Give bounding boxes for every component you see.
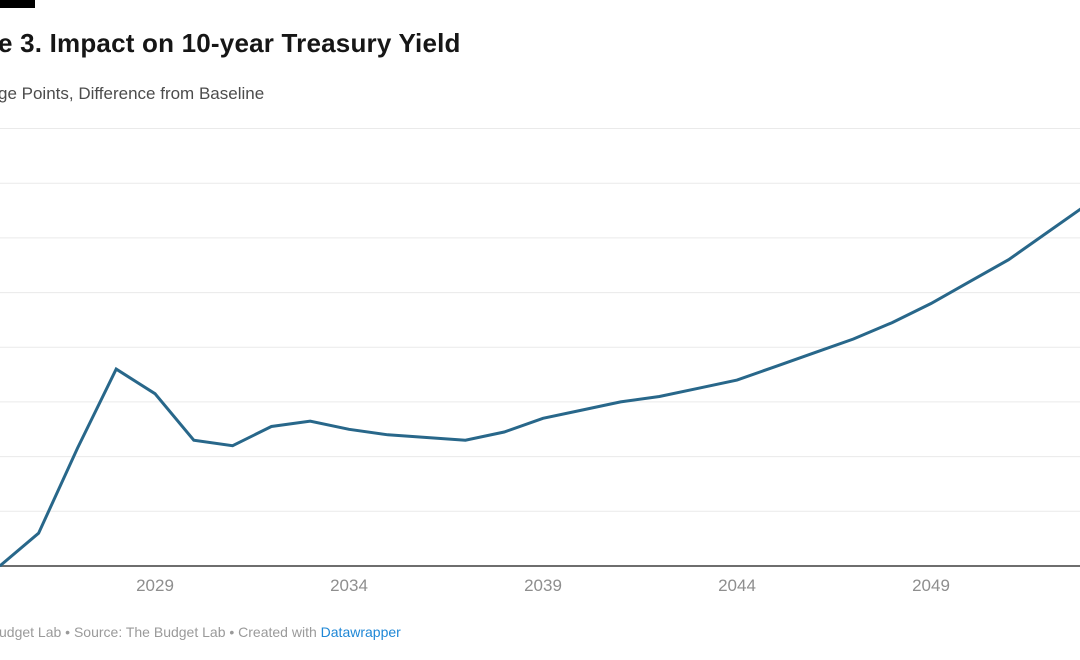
x-axis-tick-labels: 2029 2034 2039 2044 2049 — [136, 576, 950, 595]
cropped-black-bar — [0, 0, 35, 8]
chart-subtitle: ge Points, Difference from Baseline — [0, 84, 265, 103]
attribution-text: udget Lab • Source: The Budget Lab • Cre… — [0, 624, 321, 640]
x-tick-label: 2029 — [136, 576, 174, 595]
x-tick-label: 2049 — [912, 576, 950, 595]
treasury-yield-line — [0, 207, 1080, 568]
chart-footer: udget Lab • Source: The Budget Lab • Cre… — [0, 624, 401, 641]
datawrapper-link[interactable]: Datawrapper — [320, 624, 401, 640]
chart-title: e 3. Impact on 10-year Treasury Yield — [0, 28, 461, 58]
x-tick-label: 2044 — [718, 576, 756, 595]
gridlines — [0, 128, 1080, 512]
x-tick-label: 2034 — [330, 576, 368, 595]
x-tick-label: 2039 — [524, 576, 562, 595]
